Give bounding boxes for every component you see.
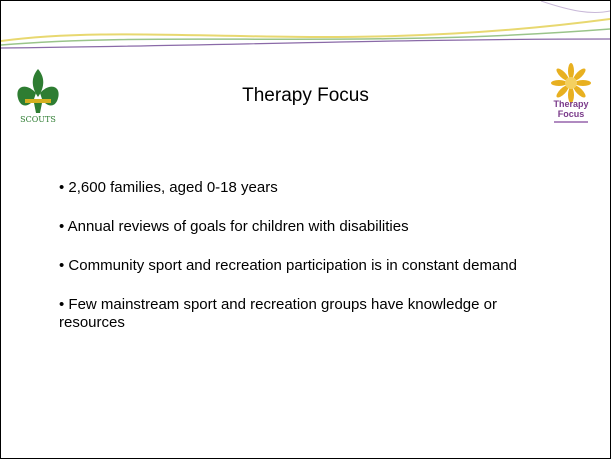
swoosh-corner bbox=[540, 1, 610, 14]
therapy-focus-logo: Therapy Focus bbox=[551, 63, 591, 123]
slide-title: Therapy Focus bbox=[242, 85, 369, 106]
bullet-list: • 2,600 families, aged 0-18 years • Annua… bbox=[59, 179, 554, 353]
bullet-item: • 2,600 families, aged 0-18 years bbox=[59, 179, 278, 196]
bullet-item: • Annual reviews of goals for children w… bbox=[59, 218, 409, 235]
swoosh-green bbox=[1, 28, 610, 46]
swoosh-purple bbox=[1, 38, 610, 49]
bullet-item: • Few mainstream sport and recreation gr… bbox=[59, 296, 497, 331]
therapy-logo-text: Therapy bbox=[553, 99, 588, 109]
bullet-item: • Community sport and recreation partici… bbox=[59, 257, 517, 274]
scouts-logo-text: SCOUTS bbox=[20, 115, 56, 124]
scouts-logo: SCOUTS bbox=[17, 69, 59, 124]
decoration: SCOUTS Therapy Focus bbox=[1, 1, 610, 124]
therapy-logo-text: Focus bbox=[558, 109, 585, 119]
swoosh-yellow bbox=[1, 18, 610, 42]
